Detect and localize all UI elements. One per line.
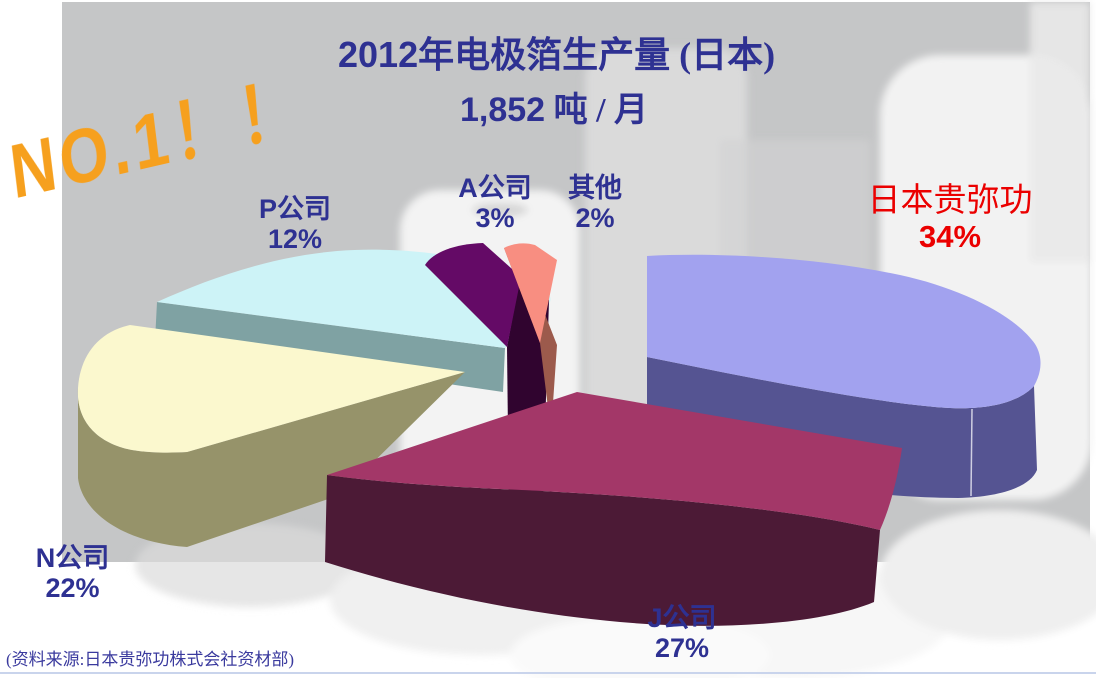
label-n-company-pct: 22% <box>45 573 100 604</box>
label-n-company: N公司 22% <box>10 543 135 603</box>
pie-slice-N公司 <box>77 325 465 453</box>
label-a-company-name: A公司 <box>458 173 532 203</box>
label-nippon-chemicon-name: 日本贵弥功 <box>867 183 1033 219</box>
pie-slice-A公司 <box>425 243 521 347</box>
label-others: 其他 2% <box>535 173 655 233</box>
label-p-company-pct: 12% <box>267 224 323 255</box>
pie-chart <box>77 243 1041 626</box>
label-a-company: A公司 3% <box>435 173 555 233</box>
label-a-company-pct: 3% <box>475 203 515 234</box>
label-j-company-pct: 27% <box>654 633 710 664</box>
pie-slice-face-日本贵弥功 <box>970 408 973 497</box>
pie-slice-face-N公司 <box>187 372 465 547</box>
source-note: (资料来源:日本贵弥功株式会社资材部) <box>6 650 295 669</box>
pie-slice-face-J公司 <box>325 475 880 626</box>
label-nippon-chemicon: 日本贵弥功 34% <box>815 183 1085 255</box>
label-p-company: P公司 12% <box>230 194 360 254</box>
title-year: 2012 <box>338 34 419 75</box>
pie-slice-J公司 <box>327 392 902 530</box>
title-text: 年电极箔生产量 (日本) <box>418 35 776 75</box>
label-n-company-name: N公司 <box>35 543 110 573</box>
chart-subtitle: 1,852 吨 / 月 <box>460 82 648 131</box>
pie-slice-其他 <box>504 243 557 343</box>
bottom-rule <box>0 672 1096 674</box>
subtitle-value: 1,852 <box>460 91 546 129</box>
label-others-pct: 2% <box>575 203 615 234</box>
label-p-company-name: P公司 <box>258 194 331 224</box>
label-others-name: 其他 <box>568 173 622 203</box>
pie-slice-face-N公司 <box>77 388 187 547</box>
label-nippon-chemicon-pct: 34% <box>918 218 982 254</box>
label-j-company-name: J公司 <box>647 603 717 633</box>
pie-slice-日本贵弥功 <box>647 254 1041 409</box>
chart-title: 2012年电极箔生产量 (日本) <box>338 26 775 78</box>
label-j-company: J公司 27% <box>612 603 752 663</box>
subtitle-unit: 吨 / 月 <box>545 92 649 129</box>
